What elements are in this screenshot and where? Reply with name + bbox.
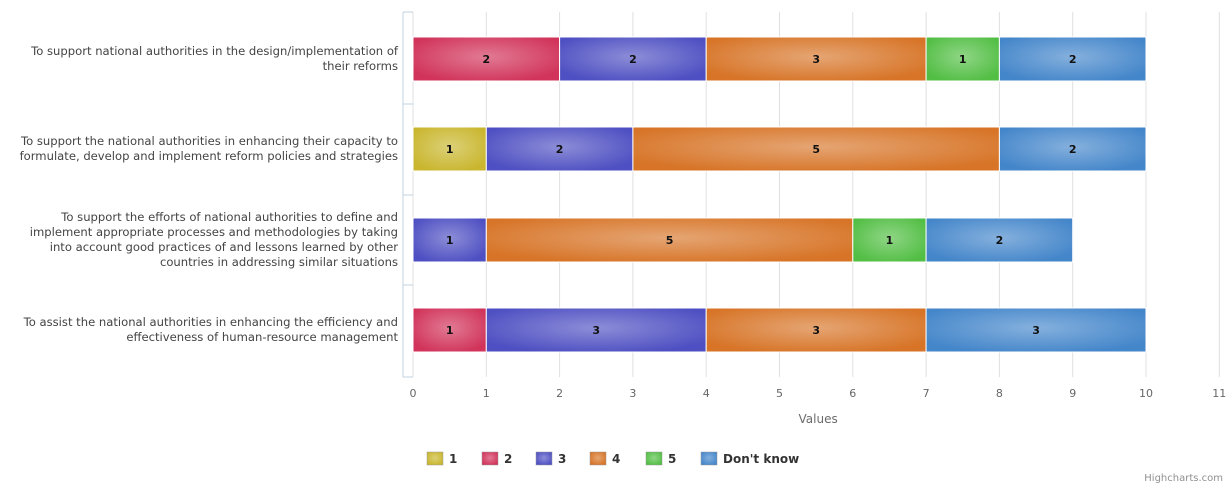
bar-segment xyxy=(485,126,634,172)
legend-label: 1 xyxy=(449,452,457,466)
bar-segment xyxy=(925,36,1000,82)
data-label: 2 xyxy=(482,53,490,66)
x-tick-label: 3 xyxy=(629,387,636,400)
category-label-line: To support the efforts of national autho… xyxy=(61,210,398,224)
x-tick-label: 7 xyxy=(923,387,930,400)
bar-series: 2 2 3 1 2 1 2 5 2 1 5 1 2 1 3 3 3 xyxy=(412,36,1147,353)
bar-segment xyxy=(412,36,561,82)
legend: 1 2 3 4 5 Don't know xyxy=(426,451,799,466)
x-tick-label: 8 xyxy=(996,387,1003,400)
x-tick-label: 2 xyxy=(556,387,563,400)
bar-segment xyxy=(485,217,854,263)
data-label: 3 xyxy=(1032,324,1040,337)
data-label: 3 xyxy=(812,53,820,66)
legend-swatch xyxy=(645,451,663,466)
data-label: 2 xyxy=(629,53,637,66)
category-label: To support the efforts of national autho… xyxy=(4,210,398,270)
bar-segment xyxy=(705,36,927,82)
data-label: 2 xyxy=(556,143,564,156)
data-label: 1 xyxy=(446,234,454,247)
data-label: 2 xyxy=(1069,53,1077,66)
category-label-line: To assist the national authorities in en… xyxy=(23,315,398,329)
x-tick-label: 5 xyxy=(776,387,783,400)
data-label: 3 xyxy=(592,324,600,337)
legend-swatch xyxy=(535,451,553,466)
category-label-line: To support national authorities in the d… xyxy=(31,44,398,58)
data-label: 1 xyxy=(959,53,967,66)
x-axis-title: Values xyxy=(799,412,838,426)
category-label-line: their reforms xyxy=(322,59,398,73)
data-label: 3 xyxy=(812,324,820,337)
bar-segment xyxy=(485,307,707,353)
category-label-line: countries in addressing similar situatio… xyxy=(159,255,398,269)
bar-segment xyxy=(925,217,1074,263)
legend-swatch xyxy=(700,451,718,466)
category-label-line: into account good practices of and lesso… xyxy=(49,240,398,254)
category-label-line: To support the national authorities in e… xyxy=(20,134,398,148)
data-label: 5 xyxy=(666,234,674,247)
bar-segment xyxy=(852,217,927,263)
category-label-line: implement appropriate processes and meth… xyxy=(29,225,398,239)
data-label: 5 xyxy=(812,143,820,156)
x-tick-label: 0 xyxy=(410,387,417,400)
legend-swatch xyxy=(426,451,444,466)
x-tick-label: 1 xyxy=(483,387,490,400)
data-label: 1 xyxy=(886,234,894,247)
legend-label: 5 xyxy=(668,452,676,466)
legend-label: 4 xyxy=(612,452,620,466)
x-tick-label: 9 xyxy=(1069,387,1076,400)
category-label: To support national authorities in the d… xyxy=(4,44,398,74)
bar-segment xyxy=(998,126,1147,172)
bar-segment xyxy=(632,126,1000,172)
data-label: 1 xyxy=(446,324,454,337)
bar-segment xyxy=(412,307,487,353)
data-label: 2 xyxy=(996,234,1004,247)
category-label: To support the national authorities in e… xyxy=(4,134,398,164)
category-label-line: effectiveness of human-resource manageme… xyxy=(126,330,398,344)
legend-label: 2 xyxy=(504,452,512,466)
x-tick-label: 4 xyxy=(703,387,710,400)
category-label: To assist the national authorities in en… xyxy=(4,315,398,345)
chart-credit[interactable]: Highcharts.com xyxy=(1144,473,1223,484)
x-tick-label: 6 xyxy=(849,387,856,400)
legend-swatch xyxy=(589,451,607,466)
legend-label: 3 xyxy=(558,452,566,466)
legend-label: Don't know xyxy=(723,452,799,466)
data-label: 2 xyxy=(1069,143,1077,156)
x-tick-label: 10 xyxy=(1139,387,1153,400)
x-tick-label: 11 xyxy=(1212,387,1226,400)
bar-segment xyxy=(705,307,927,353)
data-label: 1 xyxy=(446,143,454,156)
category-label-line: formulate, develop and implement reform … xyxy=(19,149,398,163)
bar-segment xyxy=(998,36,1147,82)
bar-segment xyxy=(925,307,1147,353)
legend-swatch xyxy=(481,451,499,466)
